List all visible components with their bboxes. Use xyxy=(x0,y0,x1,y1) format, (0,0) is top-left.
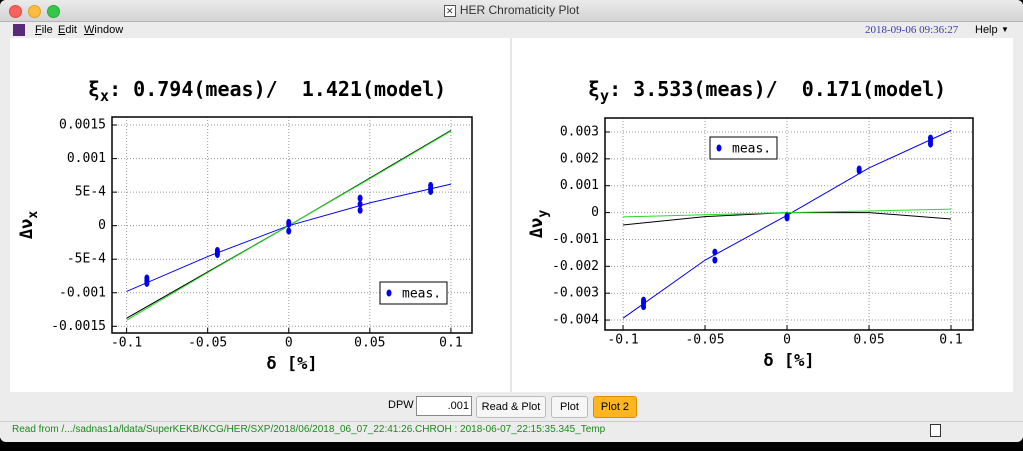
meas-point xyxy=(144,279,150,287)
menu-window[interactable]: Window xyxy=(84,24,124,36)
x-tick-label: 0.05 xyxy=(853,333,884,348)
x-tick-label: 0.1 xyxy=(439,336,462,351)
read-plot-button[interactable]: Read & Plot xyxy=(476,396,546,418)
meas-point xyxy=(428,187,434,195)
fit-line xyxy=(622,129,952,319)
meas-point xyxy=(357,200,363,208)
meas-point xyxy=(928,140,934,148)
y-tick-label: 0 xyxy=(591,205,599,220)
y-axis-label: Δνy xyxy=(527,210,551,238)
status-bar: Read from /.../sadnas1a/ldata/SuperKEKB/… xyxy=(0,421,1023,438)
close-button[interactable] xyxy=(9,5,22,18)
meas-point xyxy=(357,206,363,214)
y-tick-label: 5E-4 xyxy=(75,185,106,200)
y-tick-label: 0.002 xyxy=(560,151,599,166)
title-text: : 3.533(meas)/ 0.171(model) xyxy=(609,77,946,101)
y-tick-label: 0.001 xyxy=(67,151,106,166)
y-label-subscript: x xyxy=(26,211,41,219)
legend-label: meas. xyxy=(402,287,441,302)
meas-point xyxy=(357,194,363,202)
y-tick-label: -5E-4 xyxy=(67,252,106,267)
legend-marker xyxy=(716,144,722,152)
title-text: : 0.794(meas)/ 1.421(model) xyxy=(109,77,446,101)
menu-edit[interactable]: Edit xyxy=(58,24,77,36)
legend-box xyxy=(709,136,778,160)
y-tick-label: -0.0015 xyxy=(51,319,106,334)
y-tick-label: -0.003 xyxy=(552,286,599,301)
title-bar: ✕ HER Chromaticity Plot xyxy=(0,0,1023,22)
y-tick-label: -0.001 xyxy=(552,232,599,247)
y-label-subscript: y xyxy=(536,210,551,218)
x-tick-label: 0 xyxy=(783,333,791,348)
y-tick-label: -0.001 xyxy=(59,285,106,300)
title-subscript: y xyxy=(600,87,609,105)
legend-marker xyxy=(386,289,392,297)
help-arrow[interactable]: ▼ xyxy=(1001,25,1009,34)
y-tick-label: -0.004 xyxy=(552,313,599,328)
legend-label: meas. xyxy=(732,142,771,157)
y-label-text: Δν xyxy=(17,219,37,239)
dpw-input[interactable]: .001 xyxy=(416,396,472,416)
y-tick-label: 0.0015 xyxy=(59,118,106,133)
window-title: HER Chromaticity Plot xyxy=(459,3,580,17)
y-label-text: Δν xyxy=(527,218,547,238)
x-tick-label: 0.05 xyxy=(354,336,385,351)
controls: DPW .001 Read & Plot Plot Plot 2 xyxy=(0,393,1023,420)
title-symbol: ξ xyxy=(88,77,100,101)
x-tick-label: 0.1 xyxy=(939,333,962,348)
charts: ξx: 0.794(meas)/ 1.421(model)-0.1 -0.05 0 0… xyxy=(17,38,974,392)
minimize-button[interactable] xyxy=(28,5,41,18)
menu-file[interactable]: File xyxy=(35,24,53,36)
y-tick-label: 0 xyxy=(98,218,106,233)
chart-title: ξy: 3.533(meas)/ 0.171(model) xyxy=(588,77,946,105)
status-text: Read from /.../sadnas1a/ldata/SuperKEKB/… xyxy=(12,424,606,435)
title-subscript: x xyxy=(100,87,109,105)
x-axis-label: δ [%] xyxy=(266,354,317,374)
plot-frame xyxy=(604,117,974,331)
x-tick-label: -0.1 xyxy=(111,336,142,351)
chart-title: ξx: 0.794(meas)/ 1.421(model) xyxy=(88,77,446,105)
plot-frame xyxy=(111,116,473,334)
meas-point xyxy=(286,220,292,228)
zoom-button[interactable] xyxy=(47,5,60,18)
meas-point xyxy=(712,248,718,256)
datetime: 2018-09-06 09:36:27 xyxy=(865,24,959,36)
meas-point xyxy=(214,251,220,259)
plot-area: ξx: 0.794(meas)/ 1.421(model) -0.1 -0.05 0 0… xyxy=(10,38,1013,392)
plot2-button[interactable]: Plot 2 xyxy=(593,396,637,418)
x-tick-label: -0.05 xyxy=(188,336,227,351)
legend-box xyxy=(379,281,448,305)
meas-point xyxy=(641,303,647,311)
meas-point xyxy=(286,227,292,235)
x-tick-label: -0.05 xyxy=(685,333,724,348)
title-symbol: ξ xyxy=(588,77,600,101)
x-tick-label: -0.1 xyxy=(607,333,638,348)
x-icon: ✕ xyxy=(443,4,456,17)
plot-button[interactable]: Plot xyxy=(551,396,588,418)
y-axis-label: Δνx xyxy=(17,211,41,239)
app-icon xyxy=(13,24,25,36)
menu-bar: File Edit Window 2018-09-06 09:36:27 Hel… xyxy=(0,22,1023,38)
y-tick-label: 0.001 xyxy=(560,178,599,193)
dpw-label: DPW xyxy=(388,399,414,411)
menu-help[interactable]: Help xyxy=(975,24,998,36)
y-tick-label: -0.002 xyxy=(552,259,599,274)
meas-point xyxy=(856,167,862,175)
x-tick-label: 0 xyxy=(285,336,293,351)
x-axis-label: δ [%] xyxy=(763,351,814,371)
status-icon[interactable] xyxy=(930,424,941,437)
meas-point xyxy=(784,214,790,222)
y-tick-label: 0.003 xyxy=(560,124,599,139)
meas-point xyxy=(712,256,718,264)
